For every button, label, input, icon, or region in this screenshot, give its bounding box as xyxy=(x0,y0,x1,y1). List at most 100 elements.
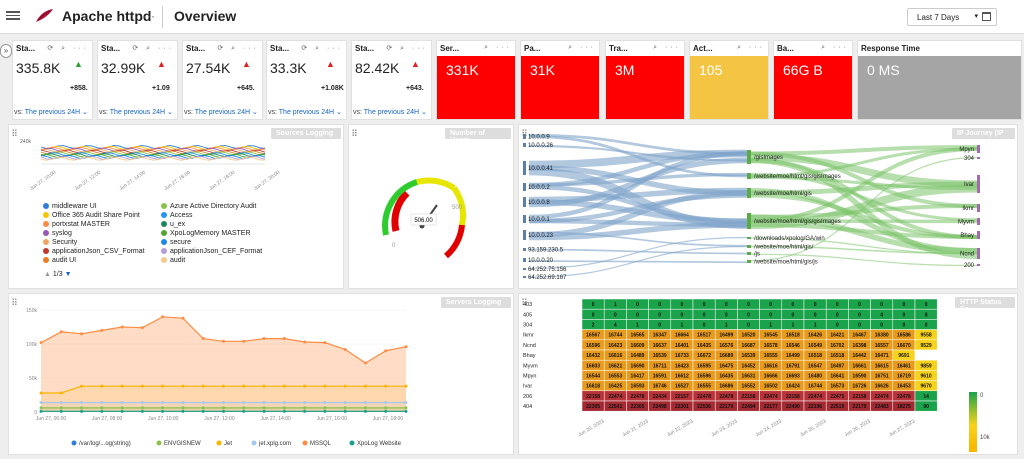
kpi-card[interactable]: Sta... ⟳ ⌕ ··· 335.8K ▲ +858. vs: The pr… xyxy=(12,40,93,120)
chevron-down-icon[interactable]: ⌄ xyxy=(336,109,342,116)
legend-swatch xyxy=(161,230,167,236)
kpi-compare[interactable]: vs: The previous 24H ⌄ xyxy=(14,108,88,116)
kpi-toolbar-icons[interactable]: ⟳ ⌕ ··· xyxy=(47,45,89,52)
legend-item[interactable]: ENVGISNEW xyxy=(156,440,202,448)
legend-item[interactable]: applicationJson_CSV_Format xyxy=(43,248,145,255)
kpi-compare[interactable]: vs: The previous 24H ⌄ xyxy=(184,108,258,116)
sankey-flow xyxy=(528,222,748,241)
chevron-down-icon[interactable]: ⌄ xyxy=(421,109,427,116)
legend-item[interactable]: audit UI xyxy=(43,257,76,264)
stat-toolbar-icons[interactable]: ⌕ ··· xyxy=(653,44,681,51)
cell-value: 2 xyxy=(592,323,595,329)
cell-value: 16520 xyxy=(742,333,756,339)
stat-card[interactable]: Ser... ⌕ ··· 331K xyxy=(436,40,516,120)
stat-card[interactable]: Act... ⌕ ··· 105 xyxy=(689,40,769,120)
hamburger-menu-icon[interactable] xyxy=(6,9,20,23)
legend-item[interactable]: /var/log/...og(string) xyxy=(71,440,131,448)
panel-title[interactable]: IP Journey (IP ... xyxy=(952,128,1015,144)
data-point xyxy=(80,332,84,336)
cell-value: 16744 xyxy=(808,384,822,390)
legend-item[interactable]: XpoLog Website xyxy=(349,440,402,448)
legend-item[interactable]: portxstat MASTER xyxy=(43,221,110,228)
cell-value: 16603 xyxy=(586,363,600,369)
legend-item[interactable]: MSSQL xyxy=(302,440,332,448)
drag-handle-icon[interactable] xyxy=(522,298,527,305)
legend-item[interactable]: secure xyxy=(161,239,191,246)
kpi-compare[interactable]: vs: The previous 24H ⌄ xyxy=(99,108,173,116)
time-range-selector[interactable]: Last 7 Days ▾ xyxy=(907,8,997,26)
chevron-down-icon[interactable]: ⌄ xyxy=(252,109,258,116)
stat-title: Response Time xyxy=(861,44,920,53)
legend-item[interactable]: Security xyxy=(43,239,77,246)
drag-handle-icon[interactable] xyxy=(12,298,17,305)
kpi-toolbar-icons[interactable]: ⟳ ⌕ ··· xyxy=(132,45,174,52)
kpi-toolbar-icons[interactable]: ⟳ ⌕ ··· xyxy=(217,45,259,52)
legend-item[interactable]: jet.xplg.com xyxy=(251,440,292,448)
legend-item[interactable]: Azure Active Directory Audit xyxy=(161,203,256,210)
stat-card[interactable]: Tra... ⌕ ··· 3M xyxy=(605,40,685,120)
panel-title[interactable]: Number of Users xyxy=(445,128,511,144)
legend-item[interactable]: Office 365 Audit Share Point xyxy=(43,212,140,219)
app-more-icon[interactable]: ··· xyxy=(143,9,155,23)
cell-value: 1 xyxy=(636,323,639,329)
compare-period-link[interactable]: The previous 24H xyxy=(194,109,251,116)
stat-toolbar-icons[interactable]: ⌕ ··· xyxy=(821,44,849,51)
calendar-icon[interactable] xyxy=(982,12,991,21)
ip-label: 10.0.0.8 xyxy=(528,200,550,206)
kpi-toolbar-icons[interactable]: ⟳ ⌕ ··· xyxy=(386,45,428,52)
sankey-node xyxy=(977,231,980,239)
compare-period-link[interactable]: The previous 24H xyxy=(363,109,420,116)
drag-handle-icon[interactable] xyxy=(352,129,357,136)
legend-item[interactable]: u_ex xyxy=(161,221,185,228)
compare-period-link[interactable]: The previous 24H xyxy=(109,109,166,116)
kpi-toolbar-icons[interactable]: ⟳ ⌕ ··· xyxy=(301,45,343,52)
cell-value: 16693 xyxy=(786,374,800,380)
panel-title[interactable]: Sources Logging ... xyxy=(271,128,341,144)
drag-handle-icon[interactable] xyxy=(522,129,527,136)
legend-pager[interactable]: ▲ 1/3 ▼ xyxy=(44,271,72,278)
kpi-card[interactable]: Sta... ⟳ ⌕ ··· 27.54K ▲ +645. vs: The pr… xyxy=(182,40,263,120)
sankey-node xyxy=(747,213,751,229)
legend-item[interactable]: applicationJson_CEF_Format xyxy=(161,248,262,255)
chevron-down-icon[interactable]: ⌄ xyxy=(82,109,88,116)
kpi-card[interactable]: Sta... ⟳ ⌕ ··· 82.42K ▲ +643. vs: The pr… xyxy=(351,40,432,120)
kpi-compare[interactable]: vs: The previous 24H ⌄ xyxy=(268,108,342,116)
stat-toolbar-icons[interactable]: ⌕ ··· xyxy=(737,44,765,51)
panel-title[interactable]: HTTP Status Co... xyxy=(955,297,1015,313)
cell-value: 16544 xyxy=(586,374,600,380)
legend-item[interactable]: audit xyxy=(161,257,185,264)
legend-item[interactable]: Jet xyxy=(216,440,233,448)
cell-value: 16553 xyxy=(608,374,622,380)
row-label: Bhay xyxy=(523,353,536,359)
legend-item[interactable]: syslog xyxy=(43,230,72,237)
chevron-down-icon[interactable]: ⌄ xyxy=(167,109,173,116)
expand-sidebar-icon[interactable]: » xyxy=(0,44,12,58)
legend-item[interactable]: middleware UI xyxy=(43,203,97,210)
sankey-node xyxy=(977,264,980,266)
cell-value: 16615 xyxy=(875,363,889,369)
cell-value: 22474 xyxy=(608,394,622,400)
kpi-compare[interactable]: vs: The previous 24H ⌄ xyxy=(353,108,427,116)
compare-period-link[interactable]: The previous 24H xyxy=(278,109,335,116)
stat-toolbar-icons[interactable]: ⌕ ··· xyxy=(484,44,512,51)
legend-item[interactable]: Access xyxy=(161,212,193,219)
data-point xyxy=(242,406,246,410)
kpi-card[interactable]: Sta... ⟳ ⌕ ··· 32.99K ▲ +1.09 vs: The pr… xyxy=(97,40,178,120)
compare-period-link[interactable]: The previous 24H xyxy=(24,109,81,116)
panel-title[interactable]: Servers Logging ... xyxy=(441,297,511,313)
kpi-card[interactable]: Sta... ⟳ ⌕ ··· 33.3K ▲ +1.08K vs: The pr… xyxy=(266,40,347,120)
cell-value: 16555 xyxy=(764,353,778,359)
y-tick: 50k xyxy=(29,376,38,382)
stat-title: Ba... xyxy=(777,44,794,53)
cell-value: 16502 xyxy=(764,384,778,390)
stat-card[interactable]: Ba... ⌕ ··· 66G B xyxy=(773,40,853,120)
stat-toolbar-icons[interactable]: ⌕ ··· xyxy=(568,44,596,51)
pager-label: 1/3 xyxy=(52,271,63,278)
stat-card[interactable]: Response Time 0 MS xyxy=(857,40,1022,120)
legend-item[interactable]: XpoLogMemory MASTER xyxy=(161,230,251,237)
drag-handle-icon[interactable] xyxy=(12,129,17,136)
stat-card[interactable]: Pa... ⌕ ··· 31K xyxy=(520,40,600,120)
cell-value: 9859 xyxy=(921,363,932,369)
kpi-title: Sta... xyxy=(186,44,206,53)
cell-value: 22478 xyxy=(631,394,645,400)
